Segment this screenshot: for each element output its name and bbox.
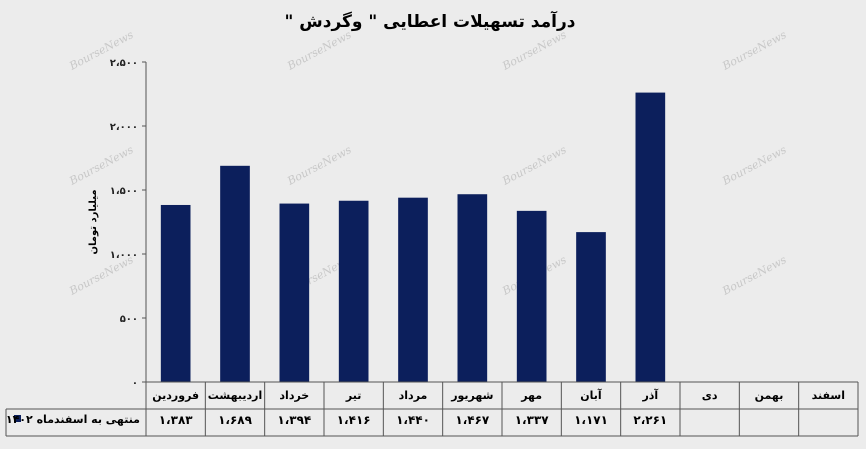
data-label: ۱،۳۳۷ (515, 413, 550, 427)
legend-label: منتهی به اسفندماه ۱۴۰۲ (6, 413, 140, 426)
watermark-text: BourseNews (719, 143, 788, 188)
bar (279, 203, 310, 382)
watermark-text: BourseNews (719, 253, 788, 298)
y-tick-label: ۱،۵۰۰ (110, 186, 138, 197)
data-label: ۱،۱۷۱ (574, 413, 608, 427)
data-table: منتهی به اسفندماه ۱۴۰۲ فروردین ۱،۳۸۳ اردیبه… (5, 381, 859, 437)
bar (635, 92, 666, 382)
legend-swatch (14, 415, 21, 422)
axes: ۰ ۵۰۰ ۱،۰۰۰ ۱،۵۰۰ ۲،۰۰۰ ۲،۵۰۰ (110, 58, 147, 389)
watermark-text: BourseNews (719, 28, 788, 73)
bar (576, 232, 606, 382)
watermark-text: BourseNews (284, 143, 353, 188)
category-label: مرداد (399, 389, 428, 402)
watermark-text: BourseNews (499, 143, 568, 188)
data-label: ۱،۴۶۷ (455, 413, 490, 427)
watermark-text: BourseNews (284, 28, 353, 73)
bar (160, 204, 191, 382)
y-tick-label: ۲،۰۰۰ (110, 122, 138, 133)
category-label: شهریور (450, 389, 493, 402)
bar (220, 165, 250, 382)
bar (516, 210, 547, 382)
chart-title: درآمد تسهیلات اعطایی " وگردش " (284, 10, 575, 32)
category-label: دی (702, 389, 718, 402)
category-label: خرداد (279, 389, 309, 402)
y-tick-label: ۱،۰۰۰ (110, 250, 138, 261)
bar (398, 197, 428, 382)
category-label: اسفند (812, 389, 845, 402)
y-tick-label: ۲،۵۰۰ (110, 58, 138, 69)
category-label: فروردین (152, 389, 199, 402)
category-label: آذر (641, 388, 658, 402)
data-label: ۱،۳۹۴ (277, 413, 311, 427)
category-label: بهمن (755, 389, 784, 402)
bar (338, 200, 369, 382)
bars (160, 92, 666, 382)
y-axis-label: میلیارد تومان (88, 189, 99, 254)
y-tick-label: ۵۰۰ (120, 314, 138, 325)
y-tick-label: ۰ (132, 378, 138, 389)
data-label: ۱،۳۸۳ (159, 413, 194, 427)
category-label: اردیبهشت (208, 389, 262, 402)
bar (457, 194, 488, 382)
data-label: ۲،۲۶۱ (633, 413, 667, 427)
watermark-text: BourseNews (499, 28, 568, 73)
category-label: مهر (520, 389, 542, 402)
data-label: ۱،۶۸۹ (218, 413, 253, 427)
category-label: تیر (345, 389, 361, 402)
category-label: آبان (580, 388, 602, 402)
data-label: ۱،۴۴۰ (396, 413, 430, 427)
data-label: ۱،۴۱۶ (337, 413, 371, 427)
watermark-text: BourseNews (66, 143, 135, 188)
